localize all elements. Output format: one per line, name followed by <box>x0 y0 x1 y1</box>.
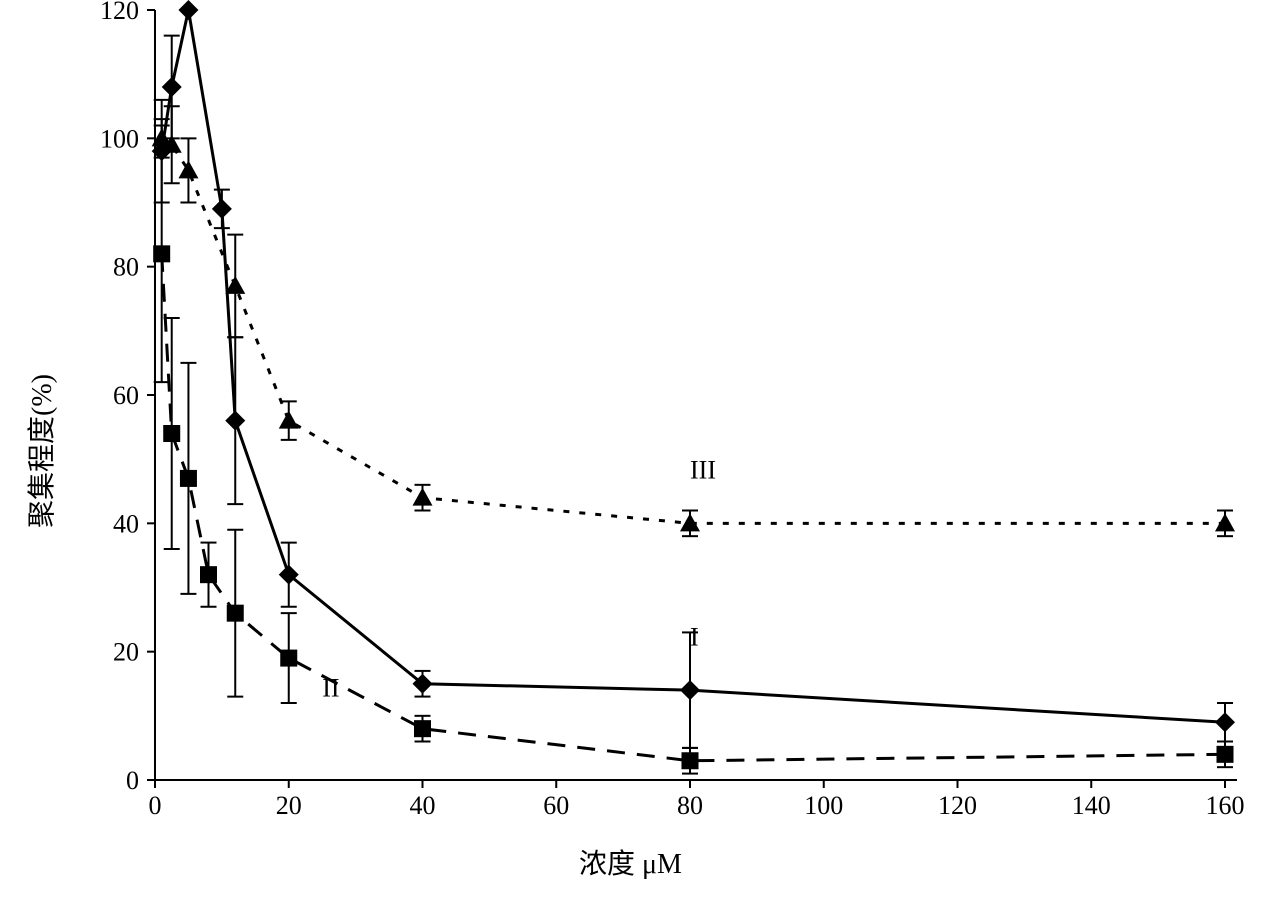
x-tick-label: 120 <box>938 791 977 820</box>
series-line <box>162 10 1225 722</box>
triangle-marker <box>279 411 299 429</box>
series-label-II: II <box>322 674 339 703</box>
y-tick-label: 60 <box>113 381 139 410</box>
diamond-marker <box>225 411 245 431</box>
square-marker <box>280 650 297 667</box>
y-tick-label: 80 <box>113 253 139 282</box>
square-marker <box>682 752 699 769</box>
chart-svg: 020406080100120020406080100120140160IIII… <box>0 0 1261 902</box>
triangle-marker <box>680 513 700 531</box>
square-marker <box>180 470 197 487</box>
x-tick-label: 100 <box>804 791 843 820</box>
x-tick-label: 40 <box>410 791 436 820</box>
diamond-marker <box>178 0 198 20</box>
triangle-marker <box>178 160 198 178</box>
square-marker <box>163 425 180 442</box>
x-tick-label: 160 <box>1206 791 1245 820</box>
x-tick-label: 0 <box>149 791 162 820</box>
diamond-marker <box>212 199 232 219</box>
diamond-marker <box>162 77 182 97</box>
series-III: III <box>152 106 1235 536</box>
x-tick-label: 20 <box>276 791 302 820</box>
y-tick-label: 20 <box>113 638 139 667</box>
y-tick-label: 100 <box>100 124 139 153</box>
square-marker <box>227 605 244 622</box>
x-tick-label: 140 <box>1072 791 1111 820</box>
square-marker <box>414 720 431 737</box>
square-marker <box>200 566 217 583</box>
y-tick-label: 0 <box>126 766 139 795</box>
square-marker <box>1217 746 1234 763</box>
triangle-marker <box>413 488 433 506</box>
series-label-I: I <box>690 622 699 651</box>
series-label-III: III <box>690 455 716 484</box>
series-I: I <box>152 0 1235 748</box>
y-tick-label: 120 <box>100 0 139 25</box>
triangle-marker <box>225 276 245 294</box>
series-II: II <box>153 126 1233 774</box>
square-marker <box>153 245 170 262</box>
diamond-marker <box>680 680 700 700</box>
triangle-marker <box>1215 513 1235 531</box>
chart-container: 聚集程度(%) 浓度 μM 02040608010012002040608010… <box>0 0 1261 902</box>
diamond-marker <box>1215 712 1235 732</box>
x-tick-label: 80 <box>677 791 703 820</box>
y-tick-label: 40 <box>113 509 139 538</box>
x-tick-label: 60 <box>543 791 569 820</box>
